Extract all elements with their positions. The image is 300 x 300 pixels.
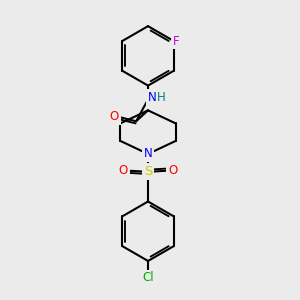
- Text: Cl: Cl: [142, 271, 154, 284]
- Text: O: O: [118, 164, 128, 177]
- Text: N: N: [148, 91, 156, 104]
- Text: H: H: [157, 91, 165, 104]
- Text: O: O: [110, 110, 119, 123]
- Text: N: N: [144, 148, 152, 160]
- Text: S: S: [144, 165, 152, 178]
- Text: F: F: [172, 34, 179, 47]
- Text: O: O: [168, 164, 177, 177]
